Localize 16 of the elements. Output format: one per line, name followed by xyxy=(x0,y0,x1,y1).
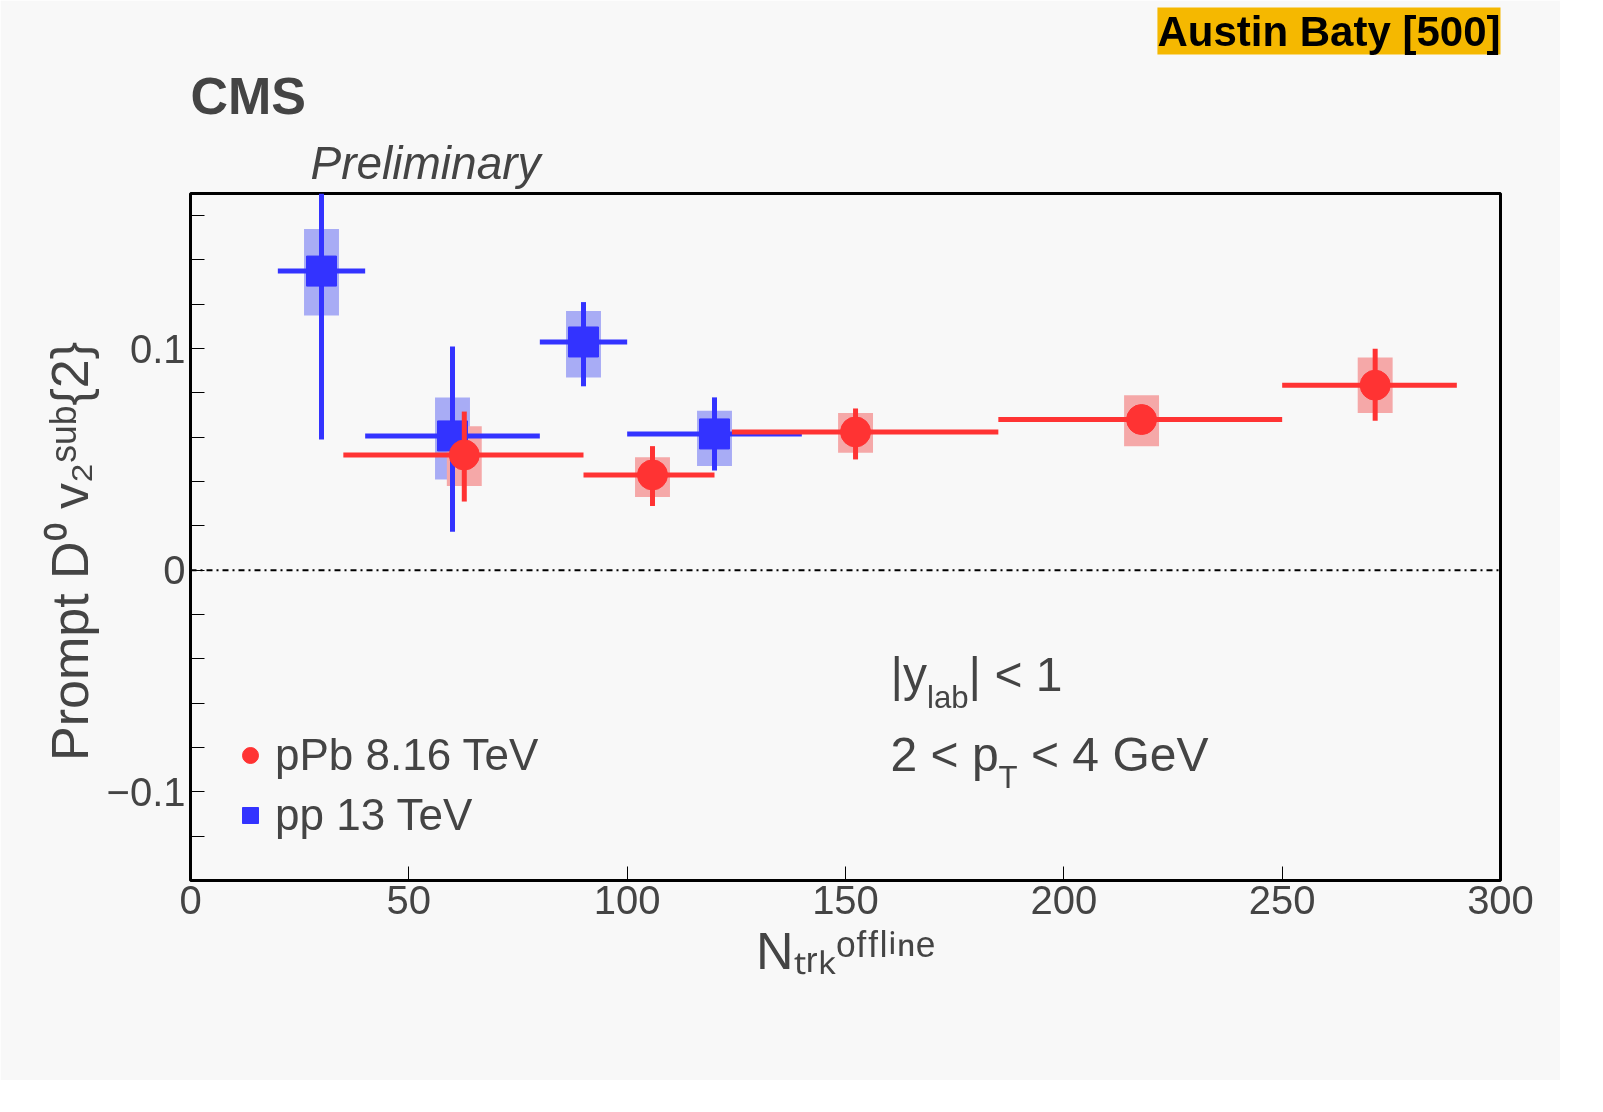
y-tick-label: −0.1 xyxy=(106,769,186,814)
x-tick-label: 250 xyxy=(1248,877,1316,922)
x-tick-label: 300 xyxy=(1467,877,1534,922)
y-tick-label: 0.1 xyxy=(129,326,186,371)
x-axis-title: Nₜᵣₖᵒᶠᶠˡⁱⁿᵉ xyxy=(756,921,935,980)
chart-subtitle: Preliminary xyxy=(310,136,544,189)
text: Austin Baty [500] xyxy=(1157,7,1501,55)
x-tick-label: 50 xyxy=(386,877,432,922)
x-tick-label: 150 xyxy=(812,877,879,922)
x-tick-label: 200 xyxy=(1030,877,1098,922)
legend-label: pPb 8.16 TeV xyxy=(275,730,539,780)
y-tick-label: 0 xyxy=(163,548,186,593)
legend-label: pp 13 TeV xyxy=(275,790,473,840)
chart-title: CMS xyxy=(190,66,307,125)
y-axis-title: Prompt D⁰ v₂ˢᵘᵇ{2} xyxy=(40,341,99,761)
x-tick-label: 100 xyxy=(593,877,661,922)
